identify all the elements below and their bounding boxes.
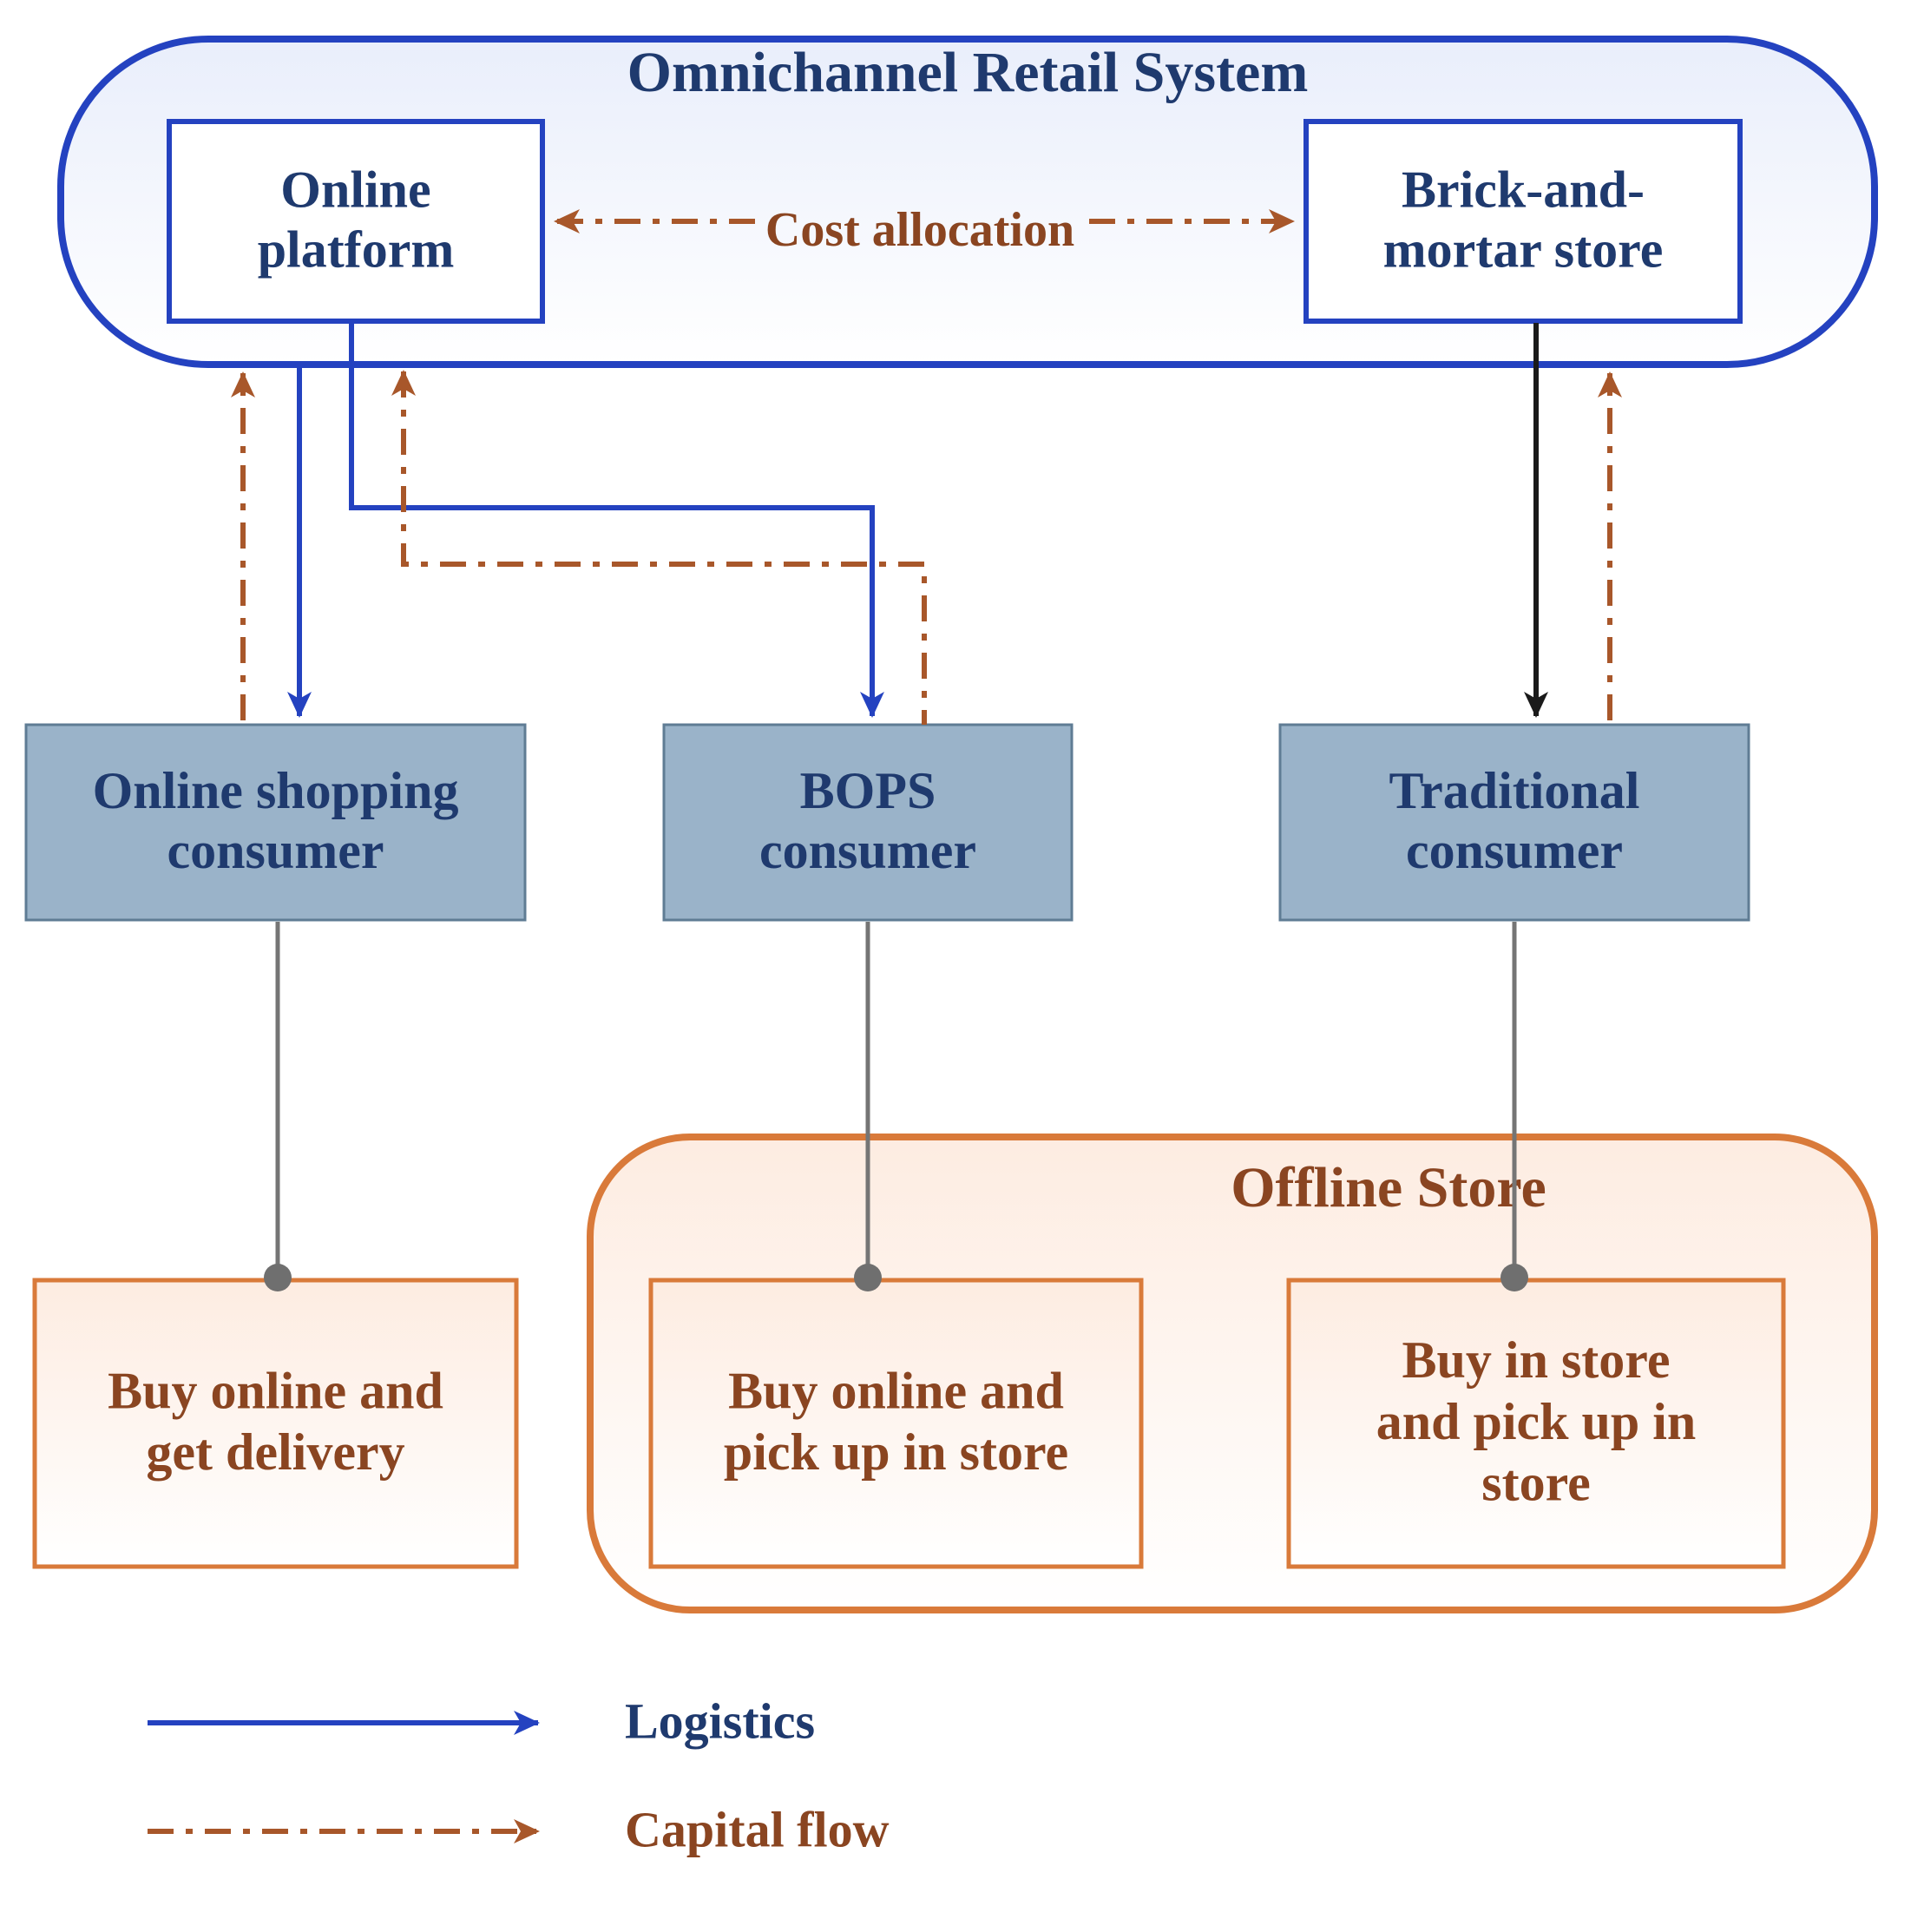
edge-online-to-bops-logistics xyxy=(351,323,872,716)
svg-text:consumer: consumer xyxy=(1406,822,1623,879)
svg-text:Buy in store: Buy in store xyxy=(1402,1331,1671,1389)
omnichannel-title: Omnichannel Retail System xyxy=(627,41,1309,104)
svg-text:mortar store: mortar store xyxy=(1383,220,1664,278)
edge-c1-to-a1-dot xyxy=(264,1264,292,1291)
svg-text:Online: Online xyxy=(280,161,430,218)
svg-text:consumer: consumer xyxy=(167,822,384,879)
edge-bops-to-online-capital xyxy=(404,371,924,725)
edge-c2-to-a2-dot xyxy=(854,1264,882,1291)
svg-text:Brick-and-: Brick-and- xyxy=(1402,161,1645,218)
svg-text:store: store xyxy=(1481,1455,1591,1512)
svg-text:platform: platform xyxy=(258,220,455,278)
svg-text:BOPS: BOPS xyxy=(800,762,936,819)
cost-allocation-label: Cost allocation xyxy=(765,203,1074,257)
legend-logistics-label: Logistics xyxy=(625,1692,815,1749)
offline-store-title: Offline Store xyxy=(1231,1156,1546,1219)
svg-text:get delivery: get delivery xyxy=(146,1423,404,1481)
edge-c3-to-a3-dot xyxy=(1500,1264,1528,1291)
svg-text:Traditional: Traditional xyxy=(1389,762,1640,819)
svg-text:Buy online and: Buy online and xyxy=(108,1362,443,1419)
svg-text:Online shopping: Online shopping xyxy=(93,762,459,819)
svg-text:consumer: consumer xyxy=(759,822,976,879)
svg-text:Buy online and: Buy online and xyxy=(728,1362,1064,1419)
legend-capital-label: Capital flow xyxy=(625,1801,890,1857)
svg-text:and pick up in: and pick up in xyxy=(1376,1393,1697,1450)
svg-text:pick up in store: pick up in store xyxy=(724,1423,1068,1481)
